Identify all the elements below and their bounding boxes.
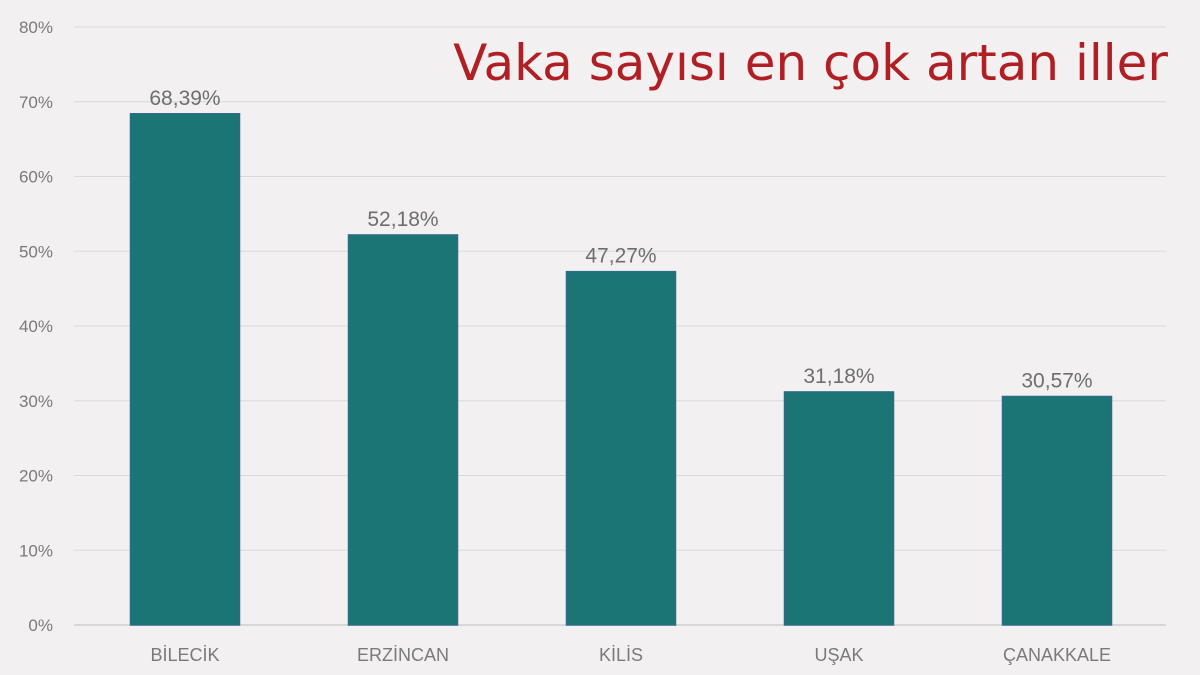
bars bbox=[129, 113, 1113, 626]
y-tick-label: 70% bbox=[19, 93, 53, 112]
chart-title: Vaka sayısı en çok artan iller bbox=[453, 34, 1168, 92]
data-label: 30,57% bbox=[1021, 369, 1092, 392]
y-tick-label: 0% bbox=[28, 616, 53, 635]
y-tick-label: 60% bbox=[19, 168, 53, 187]
data-labels: 68,39% 52,18% 47,27% 31,18% 30,57% bbox=[149, 87, 1092, 393]
data-label: 47,27% bbox=[585, 245, 656, 268]
bar bbox=[347, 234, 459, 626]
bar bbox=[1001, 395, 1113, 626]
y-tick-label: 20% bbox=[19, 467, 53, 486]
bar bbox=[783, 391, 895, 626]
x-category-label: ERZİNCAN bbox=[357, 645, 449, 665]
y-tick-label: 10% bbox=[19, 541, 53, 560]
x-category-label: BİLECİK bbox=[150, 645, 219, 665]
data-label: 31,18% bbox=[803, 365, 874, 388]
x-category-label: KİLİS bbox=[599, 645, 643, 665]
y-axis-tick-labels: 0% 10% 20% 30% 40% 50% 60% 70% 80% bbox=[19, 18, 53, 635]
x-category-label: UŞAK bbox=[814, 645, 863, 665]
y-tick-label: 80% bbox=[19, 18, 53, 37]
data-label: 52,18% bbox=[367, 208, 438, 231]
bar bbox=[565, 270, 677, 626]
y-tick-label: 50% bbox=[19, 242, 53, 261]
x-axis-category-labels: BİLECİK ERZİNCAN KİLİS UŞAK ÇANAKKALE bbox=[150, 645, 1111, 665]
y-tick-label: 30% bbox=[19, 392, 53, 411]
data-label: 68,39% bbox=[149, 87, 220, 110]
x-category-label: ÇANAKKALE bbox=[1003, 645, 1111, 665]
bar bbox=[129, 113, 241, 626]
y-tick-label: 40% bbox=[19, 317, 53, 336]
